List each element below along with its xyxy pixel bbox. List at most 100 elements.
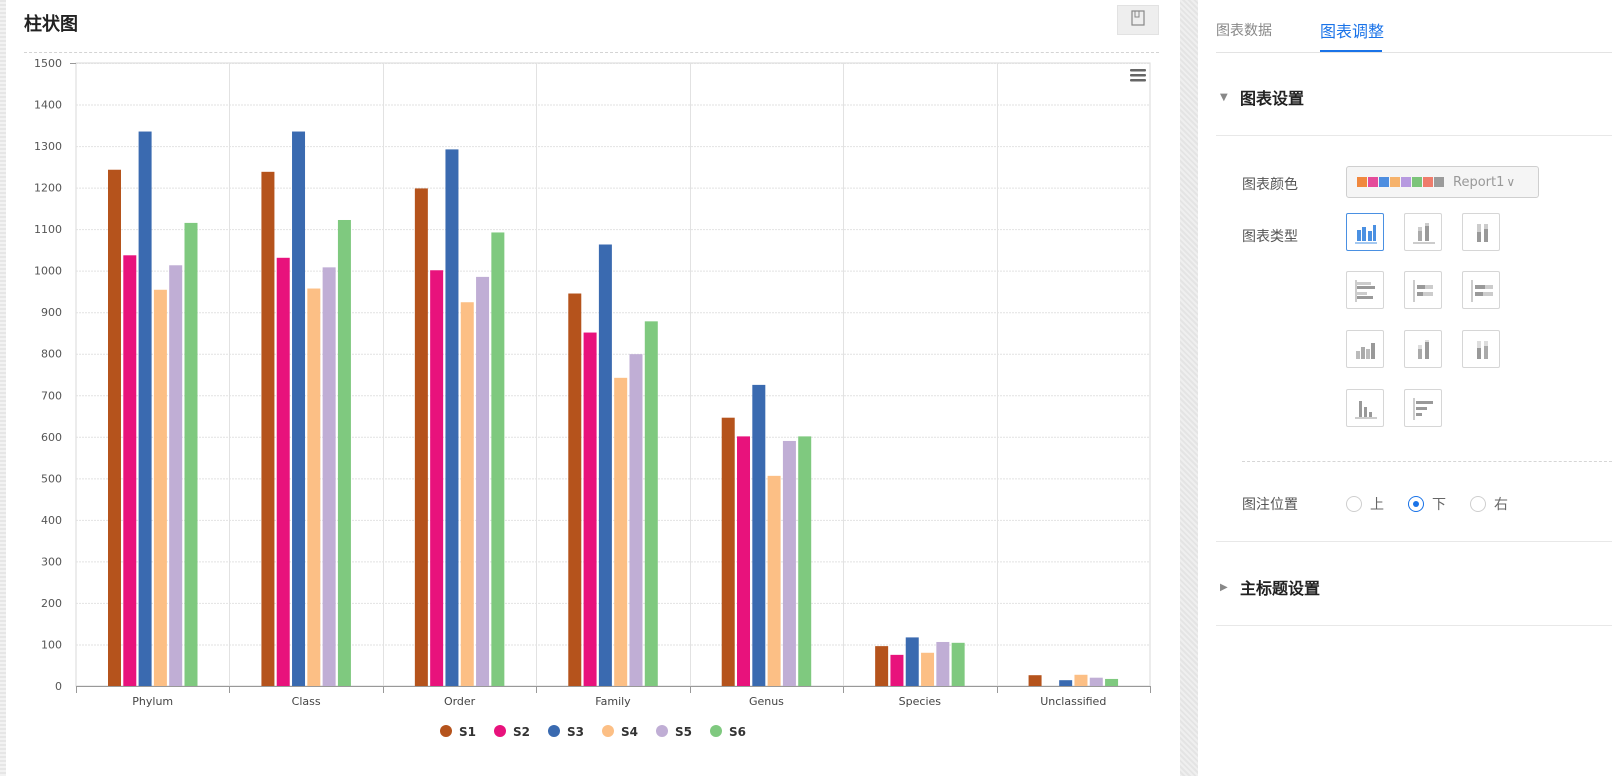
single-horizontal-bar-icon [1413, 398, 1433, 420]
legend-position-right-label: 右 [1494, 497, 1508, 513]
legend-position-right[interactable]: 右 [1470, 494, 1508, 514]
chart-type-3d-grouped-bar[interactable] [1346, 330, 1384, 368]
chart-type-label: 图表类型 [1242, 229, 1298, 245]
chart-type-single-bar[interactable] [1346, 389, 1384, 427]
percent-stacked-bar-icon [1477, 224, 1488, 242]
section-divider [1216, 625, 1612, 626]
legend-position-bottom[interactable]: 下 [1408, 494, 1446, 514]
color-swatch [1379, 177, 1389, 187]
bar-s6-family [644, 321, 658, 686]
legend-marker-s3 [548, 725, 560, 737]
y-tick-label: 800 [41, 348, 62, 361]
left-scrollbar[interactable] [0, 0, 6, 776]
bar-s4-phylum [153, 289, 167, 686]
bar-s5-genus [782, 440, 796, 686]
color-swatch [1412, 177, 1422, 187]
x-tick-label: Genus [749, 695, 784, 708]
bar-s5-class [322, 267, 336, 686]
bar-s3-unclassified [1059, 680, 1073, 686]
bar-s3-genus [752, 384, 766, 686]
bar-s6-unclassified [1105, 678, 1119, 686]
radio-circle[interactable] [1346, 496, 1362, 512]
chart-type-3d-percent-bar[interactable] [1462, 330, 1500, 368]
bar-s6-order [491, 232, 505, 686]
percent-horizontal-bar-icon [1471, 280, 1493, 302]
chart-color-label: 图表颜色 [1242, 177, 1298, 193]
3d-stacked-bar-icon [1418, 340, 1429, 359]
tab-chart-adjust[interactable]: 图表调整 [1320, 22, 1385, 41]
chart-type-grouped-bar[interactable] [1346, 213, 1384, 251]
color-swatch [1357, 177, 1367, 187]
legend-label-s2: S2 [513, 725, 530, 739]
y-tick-label: 500 [41, 472, 62, 485]
bar-s6-phylum [184, 222, 198, 687]
bar-chart: 0 100 200 300 400 500 600 700 800 900 1000 1100 1200… [34, 57, 1151, 739]
y-tick-label: 1100 [34, 223, 62, 236]
section-divider [1216, 135, 1612, 136]
chart-type-3d-stacked-bar[interactable] [1404, 330, 1442, 368]
section-chart-settings-label: 图表设置 [1240, 89, 1305, 108]
x-tick-label: Order [444, 695, 476, 708]
chart-type-stacked-horizontal-bar[interactable] [1404, 271, 1442, 309]
bar-s3-phylum [138, 131, 152, 686]
tab-chart-data[interactable]: 图表数据 [1216, 23, 1272, 39]
x-tick-label: Species [899, 695, 942, 708]
settings-dashed-divider [1242, 461, 1612, 462]
y-tick-label: 700 [41, 389, 62, 402]
y-tick-label: 1000 [34, 265, 62, 278]
3d-percent-bar-icon [1477, 341, 1488, 359]
x-tick-label: Unclassified [1040, 695, 1106, 708]
chart-type-stacked-bar[interactable] [1404, 213, 1442, 251]
y-tick-label: 1300 [34, 140, 62, 153]
bar-s2-genus [737, 436, 751, 686]
x-tick-label: Class [292, 695, 321, 708]
legend-label-s5: S5 [675, 725, 692, 739]
bar-s1-unclassified [1028, 675, 1042, 686]
single-bar-icon [1355, 401, 1377, 419]
book-icon [1131, 10, 1145, 30]
caret-down-icon: ▼ [1220, 91, 1228, 103]
legend-position-radio-group: 上 下 右 [1346, 494, 1532, 514]
chart-color-select[interactable]: Report1 ∨ [1346, 166, 1539, 198]
section-divider [1216, 541, 1612, 542]
bar-s1-phylum [108, 169, 121, 686]
chart-type-percent-horizontal-bar[interactable] [1462, 271, 1500, 309]
legend-position-label: 图注位置 [1242, 497, 1298, 513]
legend-label-s1: S1 [459, 725, 476, 739]
legend-position-top[interactable]: 上 [1346, 494, 1384, 514]
corner-button[interactable] [1117, 5, 1159, 35]
legend-marker-s2 [494, 725, 506, 737]
chart-type-single-horizontal-bar[interactable] [1404, 389, 1442, 427]
y-tick-label: 0 [55, 680, 62, 693]
legend-label-s6: S6 [729, 725, 746, 739]
legend-label-s3: S3 [567, 725, 584, 739]
section-chart-settings[interactable]: ▼ 图表设置 [1220, 85, 1304, 109]
chart-color-value: Report1 [1453, 174, 1505, 190]
chart-type-percent-stacked-bar[interactable] [1462, 213, 1500, 251]
bar-s3-species [905, 637, 919, 686]
color-swatch [1423, 177, 1433, 187]
y-tick-label: 300 [41, 555, 62, 568]
stacked-horizontal-bar-icon [1413, 280, 1433, 302]
y-tick-label: 1200 [34, 182, 62, 195]
hamburger-menu-icon [1130, 79, 1146, 82]
plot-area [75, 62, 1151, 687]
bar-s5-unclassified [1089, 677, 1103, 686]
bar-s1-order [414, 188, 428, 686]
tabs-divider [1216, 52, 1612, 53]
bar-s5-phylum [169, 265, 183, 686]
panel-gutter [1180, 0, 1198, 776]
chart-type-grouped-horizontal-bar[interactable] [1346, 271, 1384, 309]
hamburger-menu-icon [1130, 69, 1146, 72]
bar-s3-family [598, 244, 612, 686]
3d-grouped-bar-icon [1356, 343, 1375, 359]
radio-circle[interactable] [1470, 496, 1486, 512]
color-swatch [1434, 177, 1444, 187]
grouped-bar-icon [1355, 225, 1377, 244]
section-main-title-settings[interactable]: ▶ 主标题设置 [1220, 575, 1320, 599]
stacked-bar-icon [1413, 223, 1435, 244]
color-swatch [1390, 177, 1400, 187]
bar-s3-class [292, 131, 306, 686]
bar-s1-family [568, 293, 582, 686]
radio-circle-checked[interactable] [1408, 496, 1424, 512]
